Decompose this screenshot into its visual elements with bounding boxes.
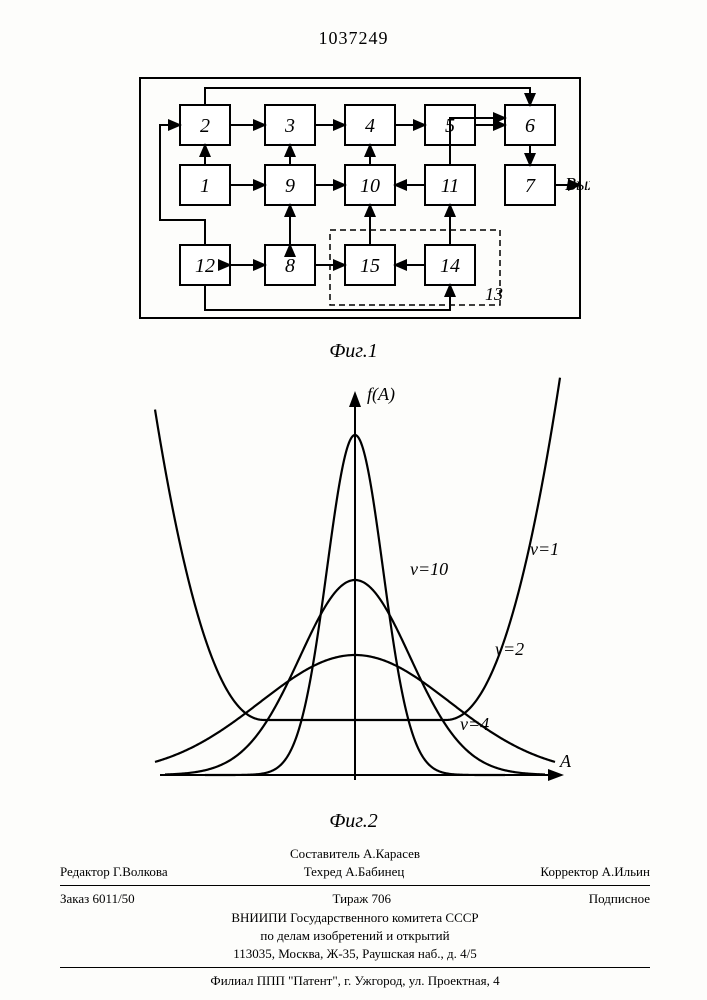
svg-text:ν=10: ν=10 — [410, 559, 448, 579]
svg-text:14: 14 — [440, 255, 460, 277]
org-line-2: по делам изобретений и открытий — [60, 927, 650, 945]
svg-text:3: 3 — [284, 115, 295, 137]
svg-text:2: 2 — [200, 115, 210, 137]
svg-text:13: 13 — [485, 284, 503, 304]
order-number: Заказ 6011/50 — [60, 890, 135, 908]
editor: Редактор Г.Волкова — [60, 863, 168, 881]
figure-1-caption: Фиг.1 — [0, 340, 707, 363]
subscription: Подписное — [589, 890, 650, 908]
tech-editor: Техред А.Бабинец — [304, 863, 405, 881]
svg-text:8: 8 — [285, 255, 295, 277]
svg-text:10: 10 — [360, 175, 380, 197]
figure-2-caption: Фиг.2 — [0, 810, 707, 833]
org-line-1: ВНИИПИ Государственного комитета СССР — [60, 909, 650, 927]
figure-2: f(A) A ν=1 ν=2 ν=4 ν=10 — [130, 375, 580, 805]
svg-text:ν=1: ν=1 — [530, 539, 559, 559]
svg-text:f(A): f(A) — [367, 384, 395, 405]
svg-text:ν=2: ν=2 — [495, 639, 524, 659]
figure-1: 1234567891011121415 13 Вых — [120, 70, 590, 330]
compiler-line: Составитель А.Карасев — [60, 845, 650, 863]
svg-text:9: 9 — [285, 175, 295, 197]
svg-text:15: 15 — [360, 255, 380, 277]
circulation: Тираж 706 — [332, 890, 391, 908]
corrector: Корректор А.Ильин — [540, 863, 650, 881]
svg-text:11: 11 — [441, 175, 460, 197]
svg-text:ν=4: ν=4 — [460, 714, 489, 734]
svg-text:4: 4 — [365, 115, 375, 137]
branch: Филиал ППП "Патент", г. Ужгород, ул. Про… — [60, 972, 650, 990]
address: 113035, Москва, Ж-35, Раушская наб., д. … — [60, 945, 650, 963]
svg-text:7: 7 — [525, 175, 536, 197]
svg-text:6: 6 — [525, 115, 535, 137]
svg-text:12: 12 — [195, 255, 215, 277]
svg-text:1: 1 — [200, 175, 210, 197]
svg-text:A: A — [559, 751, 572, 771]
credits-block: Составитель А.Карасев Редактор Г.Волкова… — [60, 845, 650, 990]
document-number: 1037249 — [0, 28, 707, 49]
